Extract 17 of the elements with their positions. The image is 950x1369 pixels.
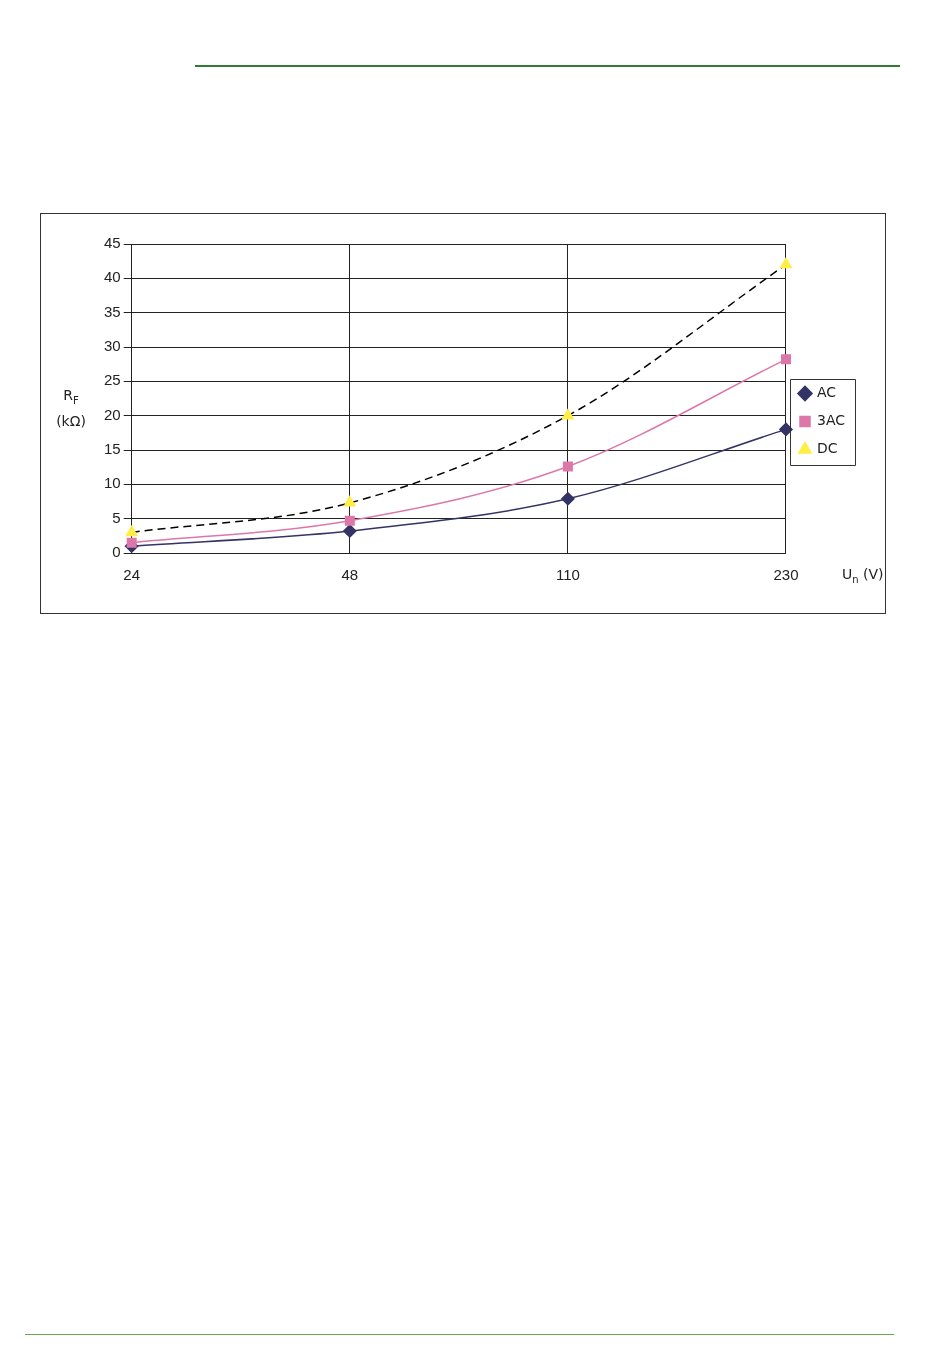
x-tick-label: 110 [555, 566, 580, 584]
y-tick-label: 0 [112, 543, 121, 561]
y-tick-label: 35 [104, 302, 121, 320]
x-tick-label: 230 [773, 566, 799, 584]
y-tick-label: 45 [104, 234, 121, 252]
x-tick-label: 24 [123, 566, 141, 584]
y-tick-label: 30 [104, 337, 121, 355]
x-tick-label: 48 [341, 566, 359, 584]
legend-label: 3AC [816, 412, 846, 429]
legend-label: AC [816, 384, 837, 401]
y-tick-label: 15 [104, 440, 121, 458]
y-tick-label: 5 [112, 508, 121, 526]
y-tick-label: 40 [104, 268, 121, 286]
y-tick-label: 20 [104, 405, 121, 423]
y-tick-label: 10 [104, 474, 121, 492]
y-tick-label: 25 [104, 371, 121, 389]
legend-label: DC [816, 440, 838, 457]
